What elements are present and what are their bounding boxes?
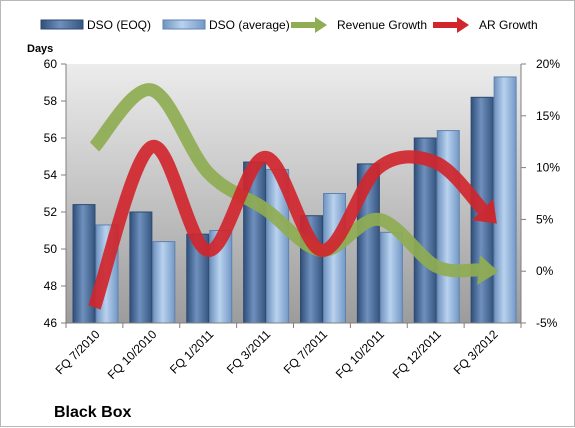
arrowhead-revenue-growth [477, 254, 499, 285]
left-tick-label-1: 48 [44, 279, 58, 293]
left-tick-label-7: 60 [44, 57, 58, 71]
right-tick-label-0: -5% [536, 316, 558, 330]
legend-swatch-dso-eoq [40, 19, 84, 30]
legend-label-dso-average: DSO (average) [209, 18, 290, 32]
company-label: Black Box [54, 404, 131, 421]
bar-dso-average-7 [493, 76, 517, 324]
left-tick-label-5: 56 [44, 131, 58, 145]
legend-swatch-dso-average [162, 19, 206, 30]
line-revenue-growth [89, 83, 480, 278]
lines-layer [88, 83, 499, 310]
left-tick-label-6: 58 [44, 94, 58, 108]
left-tick-label-2: 50 [44, 242, 58, 256]
x-tick-label-7: FQ 3/2012 [451, 327, 501, 377]
legend-label-ar-growth: AR Growth [479, 18, 538, 32]
bar-dso-average-5 [379, 231, 403, 324]
right-tick-label-2: 5% [536, 212, 554, 226]
right-tick-label-5: 20% [536, 57, 560, 71]
right-tick-label-1: 0% [536, 264, 554, 278]
left-tick-label-0: 46 [44, 316, 58, 330]
x-tick-label-3: FQ 3/2011 [224, 327, 274, 377]
x-tick-label-0: FQ 7/2010 [53, 327, 103, 377]
x-tick-label-1: FQ 10/2010 [105, 327, 160, 382]
left-tick-label-4: 54 [44, 168, 58, 182]
legend: DSO (EOQ) DSO (average) Revenue Growth AR G… [40, 17, 538, 33]
bar-dso-eoq-1 [129, 211, 153, 324]
x-tick-label-2: FQ 1/2011 [167, 327, 217, 377]
legend-label-revenue-growth: Revenue Growth [337, 18, 427, 32]
x-tick-label-4: FQ 7/2011 [281, 327, 331, 377]
legend-arrow-revenue-growth [315, 17, 327, 33]
arrowhead-ar-growth [472, 198, 497, 224]
legend-label-dso-eoq: DSO (EOQ) [87, 18, 151, 32]
right-tick-label-3: 10% [536, 161, 560, 175]
left-axis-title: Days [27, 43, 53, 55]
right-tick-label-4: 15% [536, 109, 560, 123]
bar-dso-average-4 [323, 193, 346, 324]
bar-dso-average-1 [152, 241, 176, 324]
left-tick-label-3: 52 [44, 205, 58, 219]
x-tick-label-5: FQ 10/2011 [333, 327, 387, 381]
legend-arrow-ar-growth [457, 17, 469, 33]
line-ar-growth [88, 140, 488, 310]
x-tick-label-6: FQ 12/2011 [390, 327, 444, 381]
